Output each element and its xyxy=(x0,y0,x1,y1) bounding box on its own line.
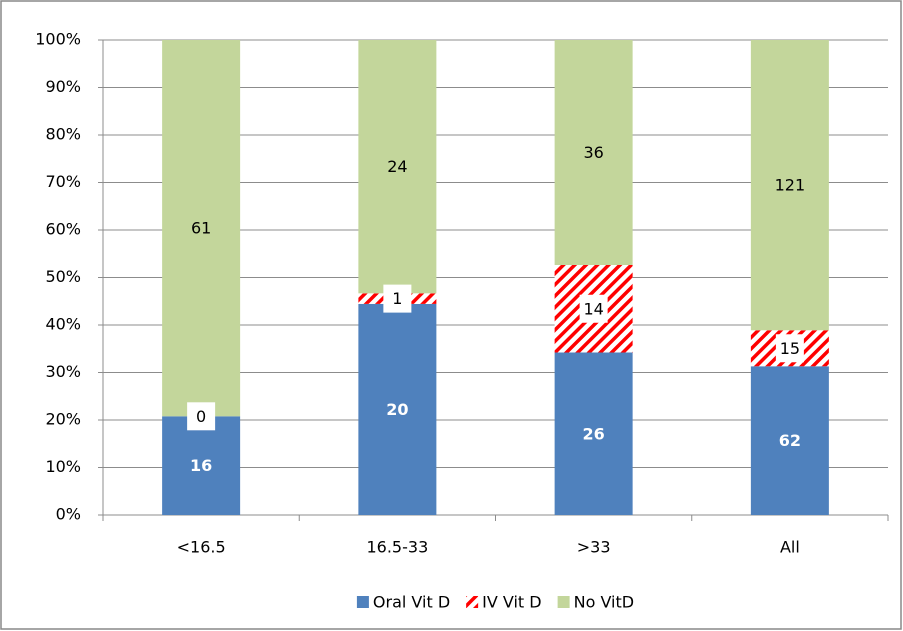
y-tick-label: 60% xyxy=(45,220,81,239)
x-tick-label: 16.5-33 xyxy=(366,538,428,557)
bar-segment xyxy=(358,40,437,294)
y-tick-label: 0% xyxy=(56,505,81,524)
y-tick-label: 30% xyxy=(45,362,81,381)
data-label: 16 xyxy=(190,456,212,475)
legend-swatch xyxy=(466,596,479,608)
data-label: 121 xyxy=(775,176,806,195)
data-label: 0 xyxy=(196,407,206,426)
data-label: 36 xyxy=(583,143,603,162)
x-tick-label: >33 xyxy=(577,538,611,557)
legend-label: Oral Vit D xyxy=(373,593,450,612)
data-label: 20 xyxy=(386,400,408,419)
legend-label: IV Vit D xyxy=(482,593,541,612)
data-label-box xyxy=(775,334,804,363)
y-tick-label: 100% xyxy=(35,30,81,49)
data-label: 26 xyxy=(582,424,604,443)
bar-segment xyxy=(750,40,829,331)
x-tick-label: All xyxy=(780,538,800,557)
y-tick-label: 10% xyxy=(45,457,81,476)
legend-swatch xyxy=(356,596,369,608)
data-label: 1 xyxy=(392,289,402,308)
legend-swatch xyxy=(557,596,570,608)
data-label-box xyxy=(383,284,412,313)
data-label-box xyxy=(579,294,608,323)
bar-segment xyxy=(162,416,241,515)
data-label: 14 xyxy=(583,299,603,318)
bar-segment xyxy=(162,40,241,417)
bar-segment xyxy=(554,352,633,515)
bar-segment xyxy=(554,40,633,265)
y-tick-label: 70% xyxy=(45,172,81,191)
y-tick-label: 40% xyxy=(45,315,81,334)
data-label: 61 xyxy=(191,219,211,238)
data-label: 62 xyxy=(779,431,801,450)
x-tick-label: <16.5 xyxy=(177,538,226,557)
y-tick-label: 80% xyxy=(45,125,81,144)
data-label: 24 xyxy=(387,157,407,176)
legend-label: No VitD xyxy=(574,593,634,612)
data-label: 15 xyxy=(780,339,800,358)
y-tick-label: 50% xyxy=(45,267,81,286)
bar-segment xyxy=(358,303,437,515)
y-tick-label: 20% xyxy=(45,410,81,429)
bar-segment xyxy=(750,366,829,515)
data-label-box xyxy=(187,402,216,431)
y-tick-label: 90% xyxy=(45,77,81,96)
legend: Oral Vit D IV Vit D No VitD xyxy=(356,593,634,612)
